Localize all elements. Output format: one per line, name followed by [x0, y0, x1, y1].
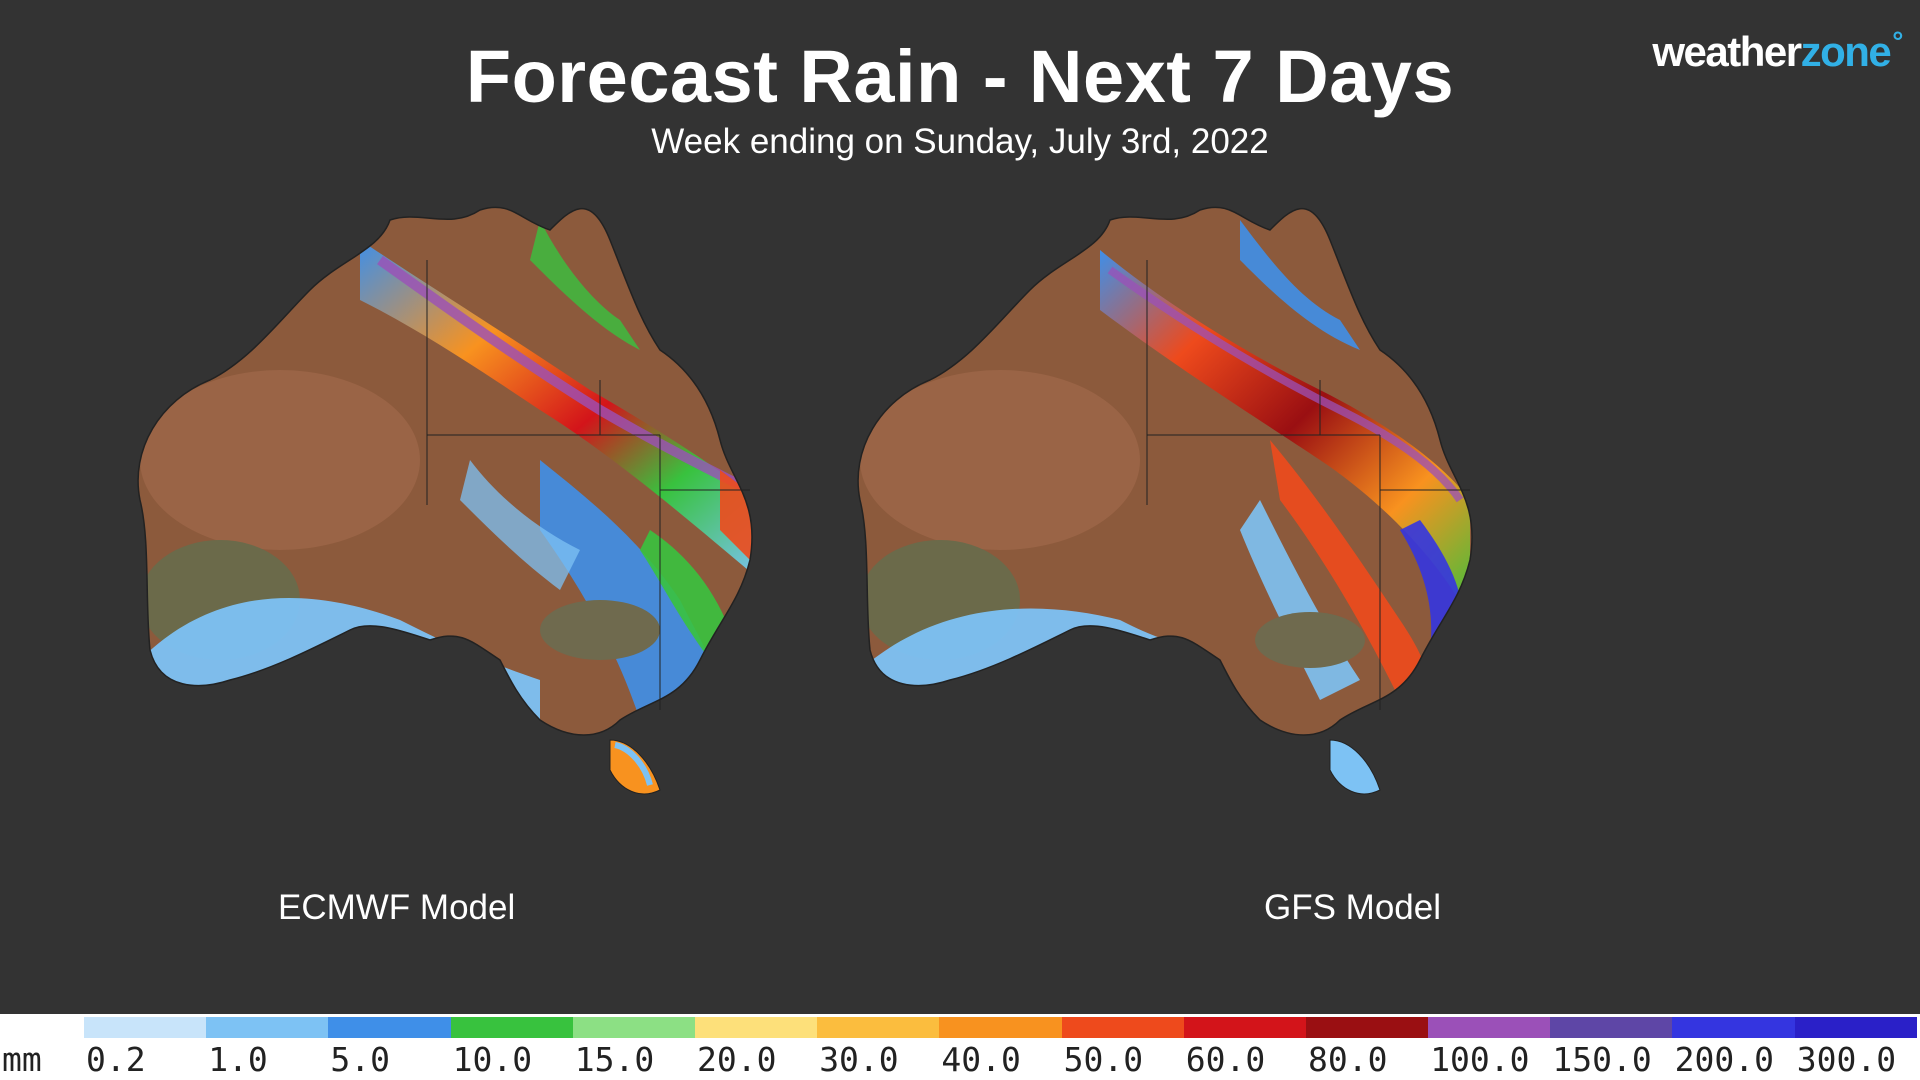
legend-tick-label: 200.0	[1674, 1040, 1774, 1079]
legend-tick-label: 20.0	[697, 1040, 777, 1079]
legend-tick-label: 1.0	[208, 1040, 268, 1079]
map-title: Forecast Rain - Next 7 Days	[465, 35, 1455, 118]
legend-tick-label: 80.0	[1308, 1040, 1388, 1079]
legend-tick-label: 10.0	[452, 1040, 533, 1079]
legend-swatch	[572, 1017, 695, 1038]
legend-swatch	[1305, 1017, 1429, 1038]
legend-swatch	[1794, 1017, 1917, 1038]
legend-swatch	[694, 1017, 818, 1038]
legend-tick-label: 30.0	[819, 1040, 899, 1079]
legend-swatch	[450, 1017, 573, 1038]
legend-swatch	[84, 1017, 207, 1038]
legend-swatch	[1428, 1017, 1551, 1038]
legend-tick-label: 100.0	[1430, 1040, 1530, 1079]
legend-swatch	[817, 1017, 940, 1038]
legend-swatch	[1061, 1017, 1184, 1038]
weatherzone-logo: weatherzone°	[1652, 26, 1903, 75]
gfs-model-label: GFS Model	[1264, 888, 1441, 927]
legend-swatch	[206, 1017, 329, 1038]
map-subtitle: Week ending on Sunday, July 3rd, 2022	[651, 122, 1269, 161]
rain-legend: mm 0.2 1.0 5.0 10.0 15.0 20.0 30.0 40.0 50.0 60.0…	[0, 1014, 1920, 1080]
ecmwf-rain-map	[137, 206, 753, 795]
legend-tick-label: 40.0	[941, 1040, 1021, 1079]
legend-tick-label: 150.0	[1552, 1040, 1652, 1079]
legend-tick-label: 0.2	[86, 1040, 146, 1079]
legend-color-bar	[84, 1017, 1917, 1038]
legend-tick-label: 5.0	[330, 1040, 390, 1079]
legend-swatch	[1672, 1017, 1795, 1038]
legend-tick-label: 15.0	[574, 1040, 655, 1079]
gfs-rain-map	[857, 206, 1473, 795]
legend-tick-label: 300.0	[1796, 1040, 1897, 1079]
legend-swatch	[328, 1017, 451, 1038]
ecmwf-model-label: ECMWF Model	[278, 888, 516, 927]
legend-swatch	[1550, 1017, 1673, 1038]
legend-swatch	[939, 1017, 1062, 1038]
legend-swatch	[1183, 1017, 1306, 1038]
legend-tick-label: 60.0	[1185, 1040, 1266, 1079]
legend-tick-label: 50.0	[1063, 1040, 1144, 1079]
legend-unit: mm	[2, 1040, 42, 1079]
